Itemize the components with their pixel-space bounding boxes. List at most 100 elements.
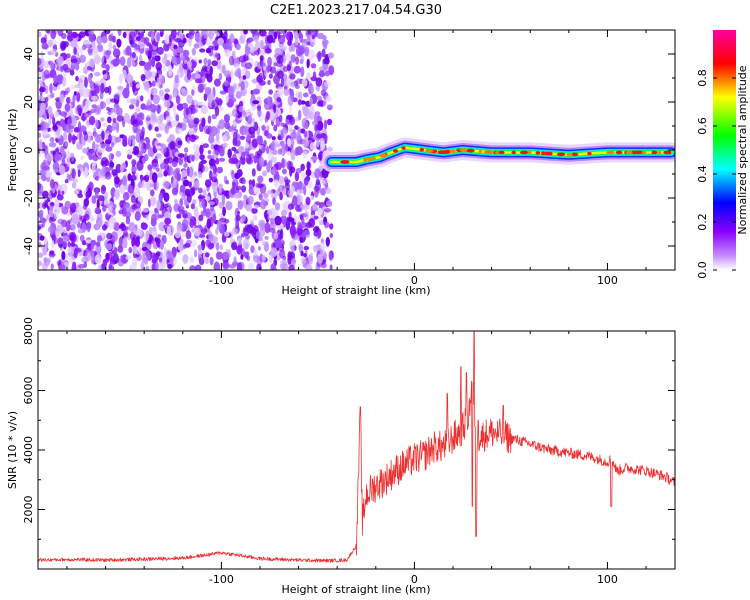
noise-blob xyxy=(291,42,296,52)
noise-blob xyxy=(163,192,170,202)
noise-blob xyxy=(121,237,128,249)
noise-blob xyxy=(81,112,86,122)
noise-blob xyxy=(108,264,115,270)
noise-blob xyxy=(165,249,171,260)
noise-blob xyxy=(183,147,189,153)
noise-blob xyxy=(205,252,210,258)
noise-blob xyxy=(197,244,203,251)
noise-blob xyxy=(323,79,332,88)
noise-blob xyxy=(148,226,153,235)
noise-blob xyxy=(277,148,283,155)
noise-blob xyxy=(255,49,260,56)
noise-blob xyxy=(122,230,129,237)
noise-blob xyxy=(232,137,238,146)
noise-blob xyxy=(112,117,117,124)
noise-blob xyxy=(305,263,313,270)
noise-blob xyxy=(104,191,109,200)
noise-blob xyxy=(84,167,89,178)
noise-blob xyxy=(38,182,42,191)
spectrogram-ylabel: Frequency (Hz) xyxy=(6,109,19,192)
noise-blob xyxy=(135,36,141,41)
noise-blob xyxy=(100,117,105,122)
noise-blob xyxy=(59,118,65,128)
noise-blob xyxy=(229,158,236,165)
noise-blob xyxy=(65,220,71,232)
noise-blob xyxy=(145,265,150,270)
signal-peak xyxy=(340,160,350,164)
noise-blob xyxy=(229,33,235,44)
noise-blob xyxy=(155,167,160,172)
noise-blob xyxy=(44,85,49,95)
noise-blob xyxy=(84,251,91,262)
noise-blob xyxy=(196,145,200,154)
noise-blob xyxy=(274,202,281,211)
noise-blob xyxy=(218,119,226,130)
noise-blob xyxy=(303,177,309,186)
noise-blob xyxy=(237,200,244,210)
noise-blob xyxy=(83,105,88,113)
figure-title: C2E1.2023.217.04.54.G30 xyxy=(270,3,442,18)
noise-blob xyxy=(292,259,297,264)
noise-blob xyxy=(243,228,250,237)
noise-blob xyxy=(105,146,113,152)
noise-blob xyxy=(106,200,114,209)
noise-blob xyxy=(235,219,240,230)
y-tick-label: 20 xyxy=(22,95,35,109)
noise-blob xyxy=(59,145,65,155)
noise-blob xyxy=(212,40,219,46)
noise-blob xyxy=(199,122,204,133)
noise-blob xyxy=(205,239,212,248)
noise-blob xyxy=(42,245,48,256)
noise-blob xyxy=(78,263,86,269)
noise-blob xyxy=(94,207,100,215)
noise-blob xyxy=(100,101,104,110)
noise-blob xyxy=(63,131,68,141)
signal-peak xyxy=(527,150,532,155)
noise-blob xyxy=(222,251,230,261)
noise-blob xyxy=(323,57,330,65)
noise-blob xyxy=(112,35,116,43)
noise-blob xyxy=(199,154,205,161)
noise-blob xyxy=(318,72,326,77)
noise-blob xyxy=(117,85,124,90)
noise-blob xyxy=(89,81,95,90)
noise-blob xyxy=(158,192,163,202)
noise-blob xyxy=(41,71,47,81)
noise-blob xyxy=(215,251,223,260)
noise-blob xyxy=(325,238,331,244)
noise-blob xyxy=(299,32,304,43)
noise-blob xyxy=(217,37,225,46)
noise-blob xyxy=(214,106,220,117)
noise-blob xyxy=(207,115,212,124)
noise-blob xyxy=(327,52,334,59)
noise-blob xyxy=(193,206,199,218)
noise-blob xyxy=(96,35,103,45)
noise-blob xyxy=(203,206,207,214)
noise-blob xyxy=(264,48,272,54)
noise-blob xyxy=(264,69,268,77)
noise-blob xyxy=(164,34,170,45)
noise-blob xyxy=(248,126,256,135)
noise-blob xyxy=(70,242,76,247)
noise-blob xyxy=(66,158,71,168)
noise-blob xyxy=(303,245,309,251)
noise-blob xyxy=(237,145,245,153)
noise-blob xyxy=(41,165,50,171)
noise-blob xyxy=(102,224,107,231)
noise-blob xyxy=(297,99,302,106)
noise-blob xyxy=(150,71,157,78)
noise-blob xyxy=(309,97,313,107)
noise-blob xyxy=(280,143,289,154)
noise-blob xyxy=(49,48,57,56)
noise-blob xyxy=(302,138,309,148)
noise-blob xyxy=(159,89,164,98)
noise-blob xyxy=(79,125,87,132)
noise-blob xyxy=(251,168,256,177)
noise-blob xyxy=(232,227,238,236)
noise-blob xyxy=(218,157,226,162)
noise-blob xyxy=(263,192,269,199)
noise-blob xyxy=(108,85,112,95)
noise-blob xyxy=(144,62,152,71)
noise-blob xyxy=(303,92,309,98)
noise-blob xyxy=(255,182,263,189)
